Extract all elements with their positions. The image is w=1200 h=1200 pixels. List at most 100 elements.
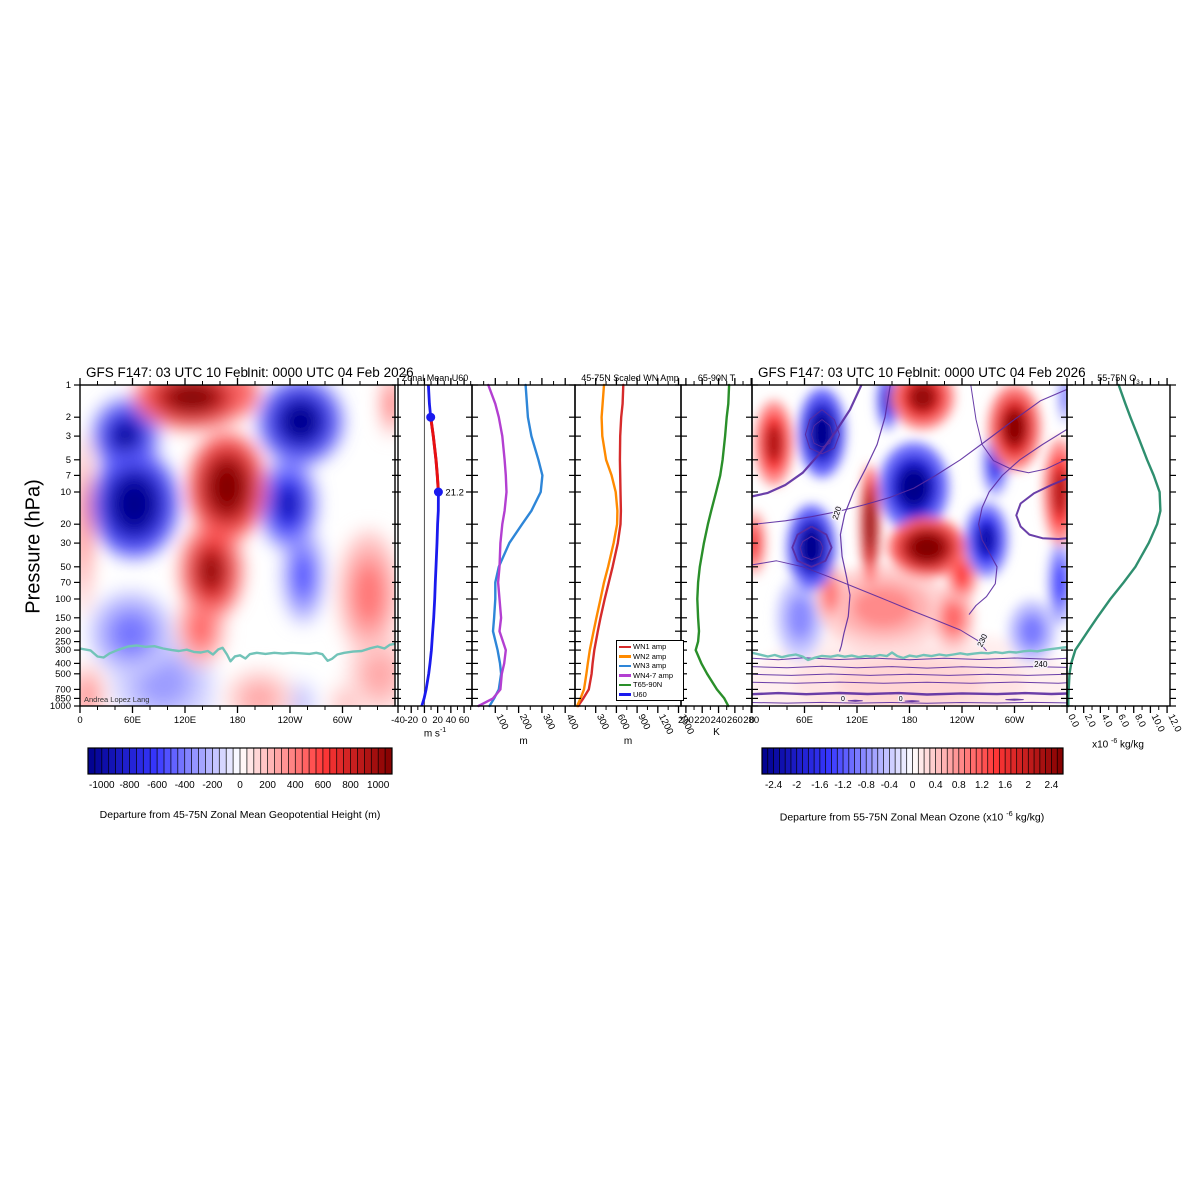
svg-text:0: 0 [910,780,916,791]
svg-text:400: 400 [55,658,71,669]
svg-text:150: 150 [55,613,71,624]
legend-item: WN4-7 amp [619,671,681,681]
svg-text:60W: 60W [1005,715,1025,726]
geoheight-colorbar: -1000 -800 -600 -400 -200 0 200 400 600 800 1000 [87,747,393,791]
svg-text:-800: -800 [119,780,139,791]
legend-swatch [619,645,631,648]
svg-text:400: 400 [287,780,304,791]
pressure-axis-label: Pressure (hPa) [22,479,45,614]
legend-label: U60 [633,689,647,699]
o3-axis-unit: x10 -6 kg/kg [1092,738,1144,751]
svg-text:240: 240 [711,715,727,726]
svg-text:30: 30 [60,538,71,549]
svg-text:600: 600 [315,780,332,791]
legend-item: WN2 amp [619,652,681,662]
svg-text:0.0: 0.0 [1065,712,1081,729]
legend-item: WN3 amp [619,661,681,671]
legend-label: WN3 amp [633,661,667,671]
contour-label: 0 [899,696,903,703]
svg-text:-600: -600 [147,780,167,791]
svg-text:2: 2 [66,412,71,423]
svg-text:300: 300 [594,712,611,731]
svg-text:2: 2 [1025,780,1031,791]
svg-text:8.0: 8.0 [1132,712,1148,729]
svg-text:120E: 120E [174,715,196,726]
svg-text:-1.2: -1.2 [834,780,852,791]
svg-text:180: 180 [902,715,918,726]
series-u60-easterly-watch [429,416,440,493]
u60-axes: -40 -20 0 20 40 60 [391,378,478,726]
svg-text:1000: 1000 [50,701,71,712]
legend-label: WN2 amp [633,651,667,661]
svg-text:60: 60 [459,715,470,726]
u60-marker [433,487,443,497]
svg-text:600: 600 [615,712,632,731]
svg-text:180: 180 [230,715,246,726]
svg-text:400: 400 [564,712,581,731]
wn-amp-1-2 [575,383,625,708]
right-colorbar-caption: Departure from 55-75N Zonal Mean Ozone (… [779,809,1045,824]
contour-label: 0 [841,696,845,703]
t-panel-title: 65-90N T [697,373,736,383]
svg-text:20: 20 [432,715,443,726]
legend-swatch [619,664,631,668]
svg-text:500: 500 [55,669,71,680]
svg-text:-40: -40 [391,715,405,726]
svg-text:120E: 120E [846,715,868,726]
svg-text:7: 7 [66,470,71,481]
left-colorbar-caption: Departure from 45-75N Zonal Mean Geopote… [99,809,381,821]
legend-label: WN4-7 amp [633,670,674,680]
svg-text:200: 200 [55,626,71,637]
svg-text:0: 0 [422,715,427,726]
svg-text:3: 3 [66,431,71,442]
svg-text:-1000: -1000 [89,780,115,791]
svg-text:6.0: 6.0 [1115,712,1131,729]
wn34-axes: 100 200 300 400 [466,378,581,732]
watermark: Andrea Lopez Lang [84,695,150,704]
u60-panel-title: Zonal Mean U60 [401,373,469,383]
svg-text:120W: 120W [950,715,975,726]
svg-text:2.4: 2.4 [1044,780,1058,791]
svg-text:10: 10 [60,487,71,498]
svg-text:4.0: 4.0 [1099,712,1115,729]
svg-text:12.0: 12.0 [1165,712,1183,733]
svg-text:800: 800 [342,780,359,791]
left-title-init: Init: 0000 UTC 04 Feb 2026 [247,365,414,380]
geopotential-departure-heatmap [80,385,395,706]
wn12-axis-unit: m [623,736,633,747]
legend-item: WN1 amp [619,642,681,652]
svg-text:1.6: 1.6 [998,780,1012,791]
svg-text:0: 0 [237,780,243,791]
svg-text:100: 100 [55,594,71,605]
svg-text:850: 850 [55,693,71,704]
u60-axis-unit: m s-1 [423,727,447,740]
svg-text:1.2: 1.2 [975,780,989,791]
wnamp-panel-title: 45-75N Scaled WN Amp [581,373,679,383]
svg-text:200: 200 [517,712,534,731]
svg-text:260: 260 [727,715,743,726]
wn-amp-legend: WN1 amp WN2 amp WN3 amp WN4-7 amp T65-90N U60 [616,640,684,702]
svg-text:10.0: 10.0 [1149,712,1167,733]
svg-text:2.0: 2.0 [1082,712,1098,729]
svg-text:60E: 60E [124,715,141,726]
o3-axes: 0.0 2.0 4.0 6.0 8.0 10.012.0 [1061,378,1183,734]
svg-text:40: 40 [446,715,457,726]
series-wn1 [576,383,625,708]
svg-text:70: 70 [60,577,71,588]
svg-text:-200: -200 [202,780,222,791]
series-o3 [1067,383,1162,708]
series-t6590 [694,383,731,708]
ozone-colorbar: -2.4 -2 -1.6 -1.2 -0.8 -0.4 0 0.4 0.8 1.2 1.6 2 2.4 [761,747,1064,791]
u60-marker-label: 21.2 [445,488,464,499]
legend-swatch [619,683,631,687]
svg-text:100: 100 [494,712,511,731]
legend-swatch [619,674,631,677]
svg-text:1200: 1200 [656,712,675,736]
svg-text:280: 280 [743,715,759,726]
svg-text:0: 0 [749,715,754,726]
svg-text:120W: 120W [278,715,303,726]
o3-profile-55-75n [1067,383,1162,708]
t-65-90n [694,383,731,708]
